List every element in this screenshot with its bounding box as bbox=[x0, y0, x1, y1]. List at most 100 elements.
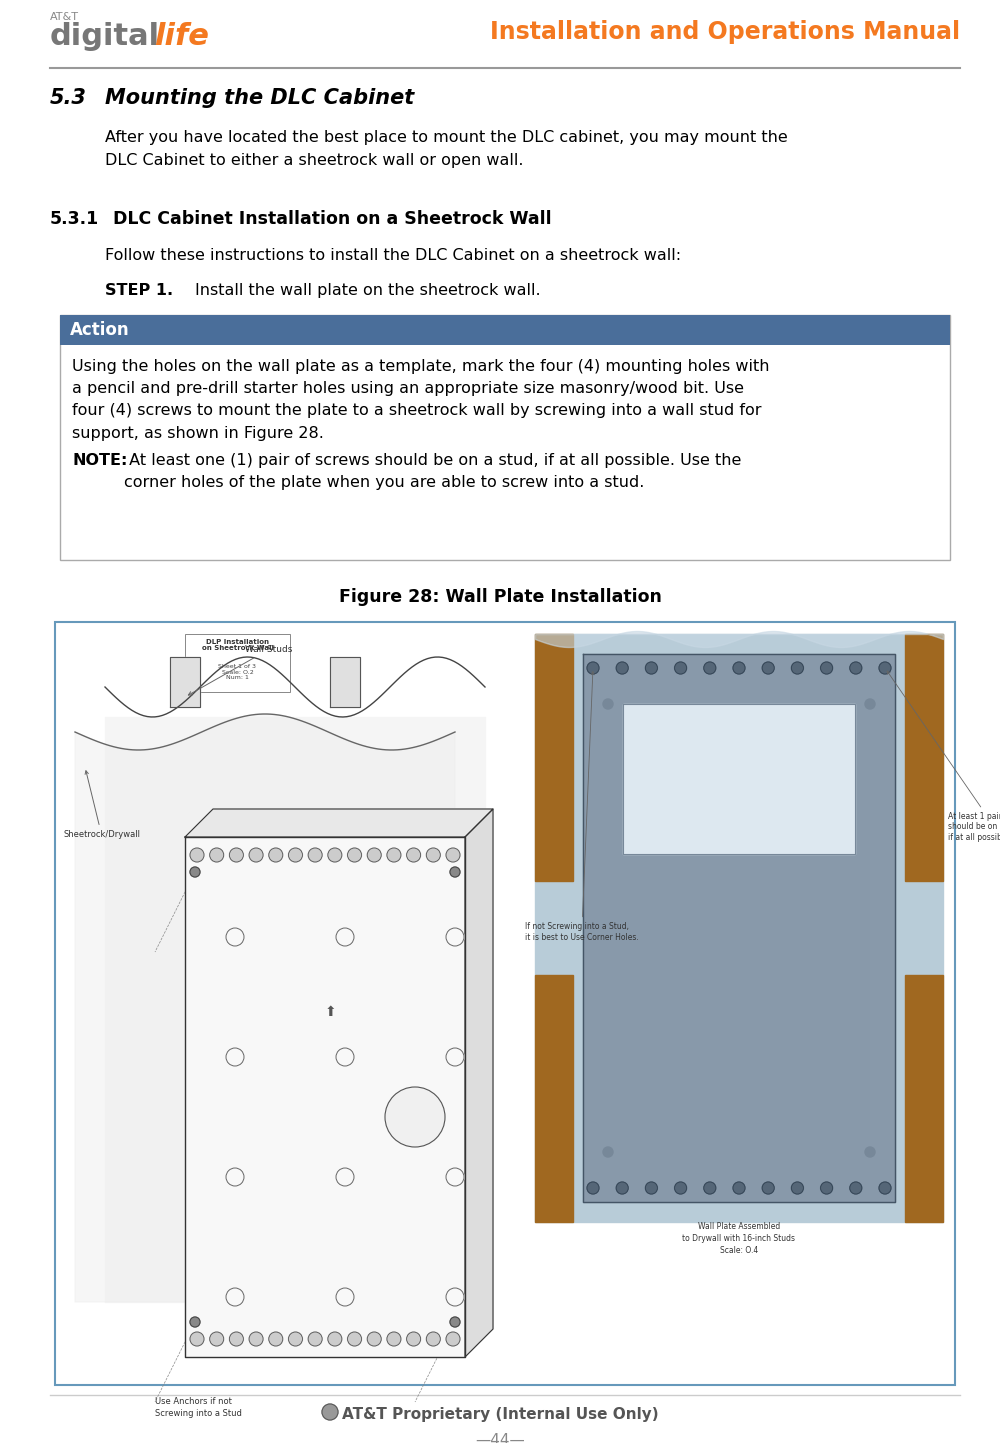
Text: Installation and Operations Manual: Installation and Operations Manual bbox=[490, 20, 960, 43]
Polygon shape bbox=[535, 633, 573, 882]
Circle shape bbox=[229, 1332, 243, 1346]
Circle shape bbox=[645, 662, 657, 674]
Circle shape bbox=[446, 1289, 464, 1306]
Circle shape bbox=[367, 848, 381, 861]
Circle shape bbox=[587, 1182, 599, 1193]
Text: Action: Action bbox=[70, 320, 130, 339]
Text: At least one (1) pair of screws should be on a stud, if at all possible. Use the: At least one (1) pair of screws should b… bbox=[124, 453, 741, 491]
Circle shape bbox=[226, 1048, 244, 1066]
Circle shape bbox=[269, 848, 283, 861]
Polygon shape bbox=[623, 704, 855, 854]
Text: NOTE:: NOTE: bbox=[72, 453, 127, 468]
Circle shape bbox=[603, 1147, 613, 1157]
Circle shape bbox=[190, 848, 204, 861]
Text: Figure 28: Wall Plate Installation: Figure 28: Wall Plate Installation bbox=[339, 587, 661, 606]
FancyBboxPatch shape bbox=[55, 622, 955, 1385]
Text: Sheet 1 of 3
Scale: O.2
Num: 1: Sheet 1 of 3 Scale: O.2 Num: 1 bbox=[218, 664, 256, 680]
Text: —44—: —44— bbox=[475, 1433, 525, 1443]
Circle shape bbox=[704, 1182, 716, 1193]
Text: STEP 1.: STEP 1. bbox=[105, 283, 173, 299]
Polygon shape bbox=[535, 975, 573, 1222]
Circle shape bbox=[450, 867, 460, 877]
Circle shape bbox=[348, 848, 362, 861]
Circle shape bbox=[446, 928, 464, 947]
Circle shape bbox=[249, 1332, 263, 1346]
Circle shape bbox=[269, 1332, 283, 1346]
Text: Wall Plate Assembled
to Drywall with 16-inch Studs
Scale: O.4: Wall Plate Assembled to Drywall with 16-… bbox=[682, 1222, 796, 1254]
FancyBboxPatch shape bbox=[185, 633, 290, 693]
Circle shape bbox=[336, 928, 354, 947]
Text: DLP Installation
on Sheetrock Wall: DLP Installation on Sheetrock Wall bbox=[202, 638, 274, 651]
Circle shape bbox=[308, 848, 322, 861]
Text: AT&T: AT&T bbox=[50, 12, 79, 22]
Circle shape bbox=[348, 1332, 362, 1346]
Circle shape bbox=[336, 1048, 354, 1066]
Text: digital: digital bbox=[50, 22, 160, 51]
Circle shape bbox=[387, 1332, 401, 1346]
Polygon shape bbox=[905, 975, 943, 1222]
Circle shape bbox=[762, 1182, 774, 1193]
Circle shape bbox=[226, 928, 244, 947]
Circle shape bbox=[762, 662, 774, 674]
Circle shape bbox=[190, 1317, 200, 1328]
Circle shape bbox=[308, 1332, 322, 1346]
Polygon shape bbox=[105, 717, 485, 1302]
Polygon shape bbox=[583, 654, 895, 1202]
Circle shape bbox=[426, 1332, 440, 1346]
Polygon shape bbox=[535, 633, 943, 1222]
Text: Wall Studs: Wall Studs bbox=[188, 645, 292, 696]
Polygon shape bbox=[905, 633, 943, 882]
Circle shape bbox=[322, 1404, 338, 1420]
Circle shape bbox=[791, 662, 803, 674]
Circle shape bbox=[733, 1182, 745, 1193]
Circle shape bbox=[249, 848, 263, 861]
Polygon shape bbox=[185, 837, 465, 1356]
Text: life: life bbox=[154, 22, 209, 51]
Circle shape bbox=[879, 662, 891, 674]
Circle shape bbox=[446, 1167, 464, 1186]
Text: At least 1 pair of Screws
should be on a Stud
if at all possible.: At least 1 pair of Screws should be on a… bbox=[887, 671, 1000, 841]
Text: After you have located the best place to mount the DLC cabinet, you may mount th: After you have located the best place to… bbox=[105, 130, 788, 167]
Circle shape bbox=[385, 1087, 445, 1147]
Text: Follow these instructions to install the DLC Cabinet on a sheetrock wall:: Follow these instructions to install the… bbox=[105, 248, 681, 263]
Circle shape bbox=[336, 1289, 354, 1306]
Polygon shape bbox=[465, 810, 493, 1356]
FancyBboxPatch shape bbox=[60, 315, 950, 345]
Text: 5.3.1: 5.3.1 bbox=[50, 211, 99, 228]
Circle shape bbox=[446, 1332, 460, 1346]
Circle shape bbox=[821, 662, 833, 674]
Circle shape bbox=[336, 1167, 354, 1186]
Circle shape bbox=[407, 848, 421, 861]
Polygon shape bbox=[170, 657, 200, 707]
Circle shape bbox=[328, 1332, 342, 1346]
Circle shape bbox=[426, 848, 440, 861]
Text: Using the holes on the wall plate as a template, mark the four (4) mounting hole: Using the holes on the wall plate as a t… bbox=[72, 359, 770, 440]
Circle shape bbox=[288, 1332, 302, 1346]
Circle shape bbox=[704, 662, 716, 674]
Text: 5.3: 5.3 bbox=[50, 88, 87, 108]
Circle shape bbox=[210, 848, 224, 861]
Circle shape bbox=[587, 662, 599, 674]
Text: Use Anchors if not
Screwing into a Stud: Use Anchors if not Screwing into a Stud bbox=[155, 1397, 242, 1418]
Circle shape bbox=[603, 698, 613, 709]
Circle shape bbox=[288, 848, 302, 861]
Circle shape bbox=[387, 848, 401, 861]
Circle shape bbox=[446, 848, 460, 861]
Circle shape bbox=[190, 867, 200, 877]
Circle shape bbox=[865, 1147, 875, 1157]
Text: ⬆: ⬆ bbox=[324, 1004, 336, 1019]
FancyBboxPatch shape bbox=[60, 315, 950, 560]
Circle shape bbox=[850, 662, 862, 674]
Text: Sheetrock/Drywall: Sheetrock/Drywall bbox=[63, 771, 140, 838]
Circle shape bbox=[645, 1182, 657, 1193]
Text: DLC Cabinet Installation on a Sheetrock Wall: DLC Cabinet Installation on a Sheetrock … bbox=[113, 211, 552, 228]
Text: AT&T Proprietary (Internal Use Only): AT&T Proprietary (Internal Use Only) bbox=[342, 1407, 658, 1421]
Circle shape bbox=[328, 848, 342, 861]
Circle shape bbox=[226, 1167, 244, 1186]
Circle shape bbox=[821, 1182, 833, 1193]
Circle shape bbox=[407, 1332, 421, 1346]
Text: Mounting the DLC Cabinet: Mounting the DLC Cabinet bbox=[105, 88, 414, 108]
Polygon shape bbox=[75, 714, 455, 1302]
Circle shape bbox=[616, 662, 628, 674]
Text: Install the wall plate on the sheetrock wall.: Install the wall plate on the sheetrock … bbox=[195, 283, 541, 299]
